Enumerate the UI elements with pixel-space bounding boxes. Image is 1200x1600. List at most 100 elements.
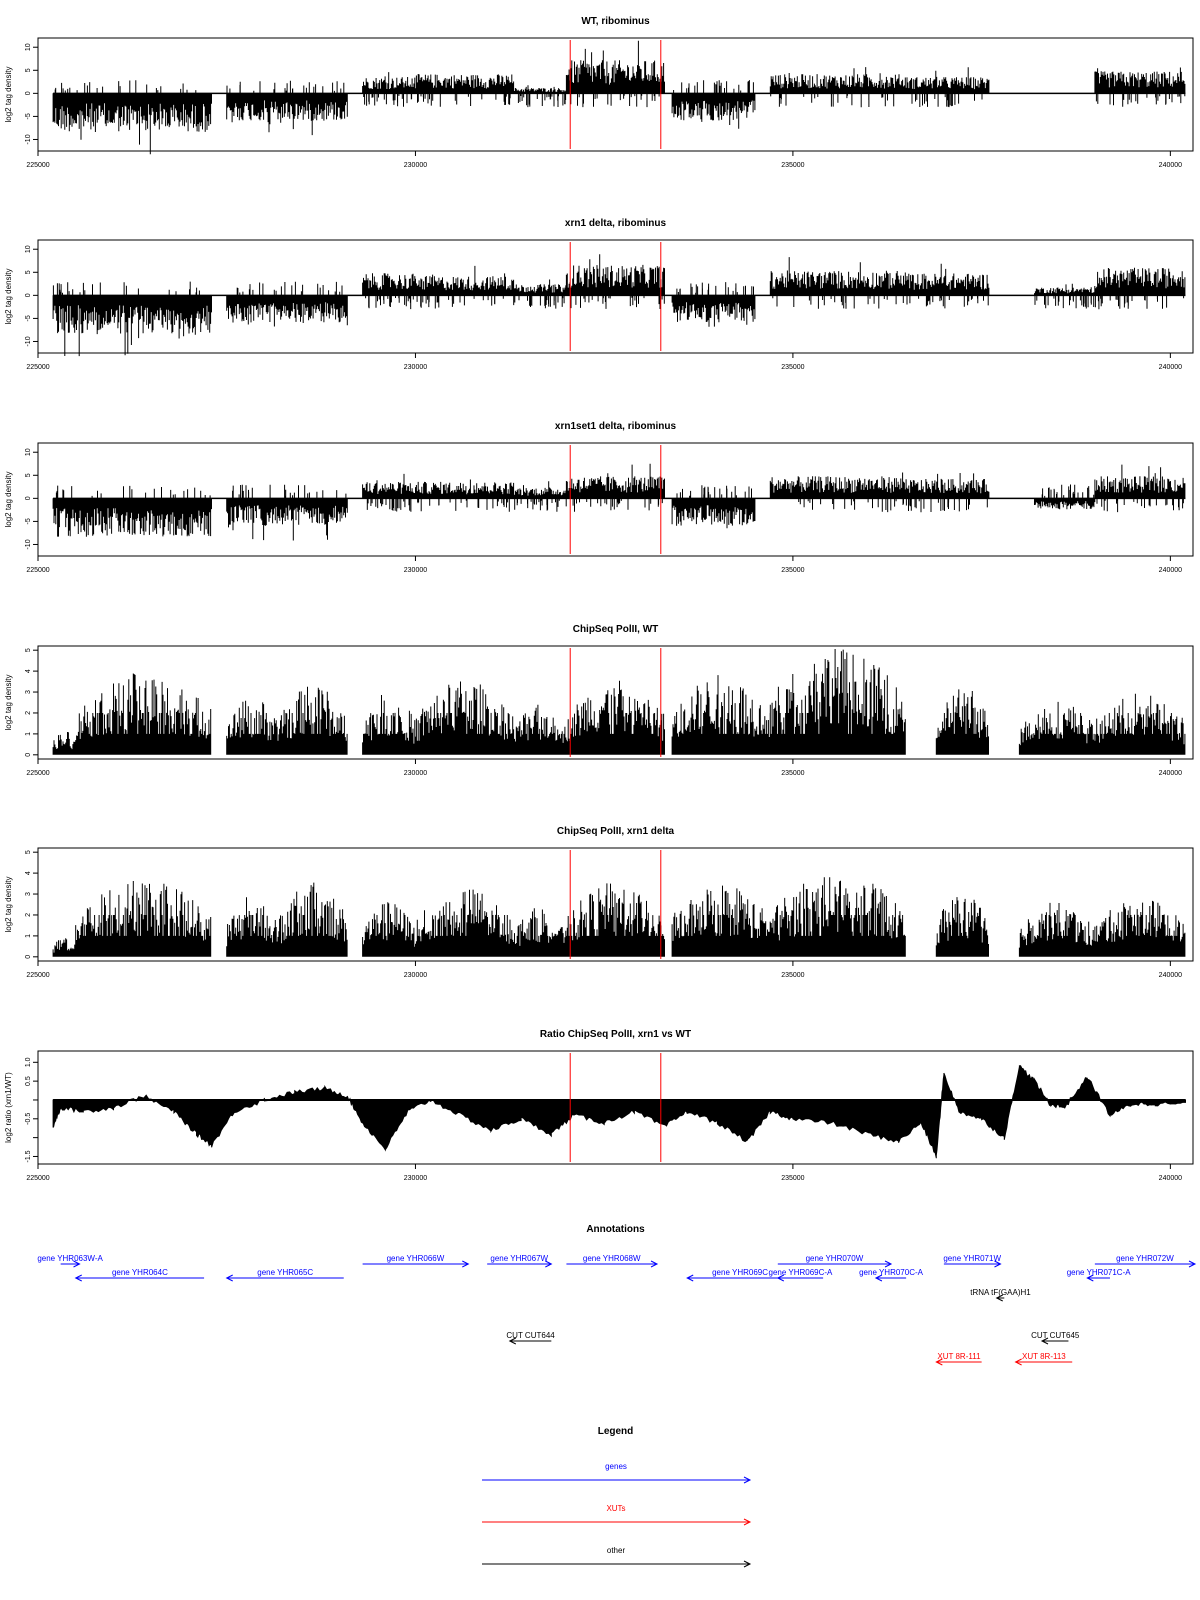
y-axis-label: log2 tag density [4,471,13,527]
x-tick-label: 235000 [781,770,804,777]
y-tick-label: 4 [25,669,32,673]
gene-label: gene YHR071W [943,1254,1001,1263]
x-tick-label: 225000 [26,972,49,979]
plot-frame [37,1050,1194,1165]
other-feature-label: tRNA tF(GAA)H1 [970,1288,1031,1297]
y-tick-label: 3 [25,690,32,694]
gene-arrowhead [994,1260,1002,1268]
chart-title: Ratio ChipSeq PolII, xrn1 vs WT [540,1029,691,1040]
legend-title: Legend [598,1426,634,1437]
y-tick-label: 0 [25,91,32,95]
gene-label: gene YHR068W [583,1254,641,1263]
y-axis-label: log2 tag density [4,674,13,730]
y-tick-label: 5 [25,473,32,477]
gene-arrowhead [776,1274,785,1282]
plot-frame [37,442,1194,557]
x-tick-label: 235000 [781,972,804,979]
chart-title: xrn1 delta, ribominus [565,218,667,229]
gene-label: gene YHR063W-A [37,1254,103,1263]
other-feature-arrowhead [508,1337,517,1345]
plot-frame [37,847,1194,962]
annotations-title: Annotations [586,1224,645,1235]
legend-arrowhead [743,1476,752,1484]
plot-frame [37,239,1194,354]
y-axis-label: log2 tag density [4,876,13,932]
chart-title: ChipSeq PolII, WT [573,624,659,635]
y-tick-label: 2 [25,711,32,715]
chart-title: WT, ribominus [581,16,650,27]
legend: Legend genes XUTs other [482,1426,752,1568]
x-tick-label: 240000 [1159,1175,1182,1182]
gene-label: gene YHR066W [387,1254,445,1263]
plot-frame [37,645,1194,760]
plot-frame [37,37,1194,152]
ratio-area [52,1065,1186,1159]
y-tick-label: 10 [25,448,32,456]
legend-label-gene: genes [605,1462,627,1471]
y-tick-label: 4 [25,871,32,875]
gene-arrowhead [545,1260,553,1268]
gene-arrowhead [73,1260,81,1268]
other-feature-label: CUT CUT644 [506,1331,555,1340]
y-tick-label: 0 [25,955,32,959]
y-tick-label: 10 [25,43,32,51]
x-tick-label: 230000 [404,1175,427,1182]
legend-label-xut: XUTs [606,1504,625,1513]
y-tick-label: 5 [25,648,32,652]
y-tick-label: 1 [25,934,32,938]
legend-arrowhead [743,1518,752,1526]
x-tick-label: 240000 [1159,972,1182,979]
data-bars [52,254,1186,357]
data-bars [52,649,1186,755]
chart-title: ChipSeq PolII, xrn1 delta [557,826,675,837]
x-tick-label: 225000 [26,567,49,574]
y-tick-label: -5 [25,315,32,321]
x-tick-label: 225000 [26,1175,49,1182]
xut-label: XUT 8R-113 [1022,1352,1066,1361]
y-tick-label: -10 [25,336,32,346]
x-tick-label: 240000 [1159,162,1182,169]
gene-arrowhead [74,1274,82,1282]
gene-label: gene YHR070C-A [859,1268,924,1277]
chart-panel-4: ChipSeq PolII, WT log2 tag density 0 1 2 3 4 5 2… [4,624,1194,777]
gene-label: gene YHR064C [112,1268,168,1277]
gene-label: gene YHR069C-A [769,1268,834,1277]
gene-arrowhead [462,1260,470,1268]
x-tick-label: 235000 [781,162,804,169]
data-bars [52,877,1186,957]
chart-panel-5: ChipSeq PolII, xrn1 delta log2 tag densit… [4,826,1194,979]
x-tick-label: 230000 [404,567,427,574]
y-tick-label: 5 [25,68,32,72]
y-tick-label: 0 [25,496,32,500]
x-tick-label: 235000 [781,567,804,574]
data-bars [52,40,1186,155]
x-tick-label: 230000 [404,972,427,979]
y-tick-label: 0 [25,753,32,757]
x-tick-label: 235000 [781,1175,804,1182]
gene-label: gene YHR070W [806,1254,864,1263]
other-feature-label: CUT CUT645 [1031,1331,1080,1340]
x-tick-label: 235000 [781,364,804,371]
chart-panel-3: xrn1set1 delta, ribominus log2 tag densit… [4,421,1194,574]
y-tick-label: -5 [25,113,32,119]
y-tick-label: 10 [25,245,32,253]
gene-label: gene YHR067W [490,1254,548,1263]
x-tick-label: 240000 [1159,770,1182,777]
x-tick-label: 240000 [1159,567,1182,574]
legend-arrowhead [743,1560,752,1568]
x-tick-label: 225000 [26,162,49,169]
chart-panel-1: WT, ribominus log2 tag density -10 -5 0 5 10 22… [4,16,1194,169]
y-tick-label: -10 [25,134,32,144]
x-tick-label: 230000 [404,162,427,169]
y-tick-label: -0.5 [25,1113,32,1125]
y-tick-label: 1 [25,732,32,736]
x-tick-label: 230000 [404,770,427,777]
gene-arrowhead [650,1260,659,1268]
y-axis-label: log2 ratio (xrn1/WT) [4,1072,13,1143]
gene-label: gene YHR071C-A [1067,1268,1132,1277]
chart-title: xrn1set1 delta, ribominus [555,421,677,432]
xut-label: XUT 8R-111 [937,1352,981,1361]
y-axis-label: log2 tag density [4,66,13,122]
gene-label: gene YHR072W [1116,1254,1174,1263]
